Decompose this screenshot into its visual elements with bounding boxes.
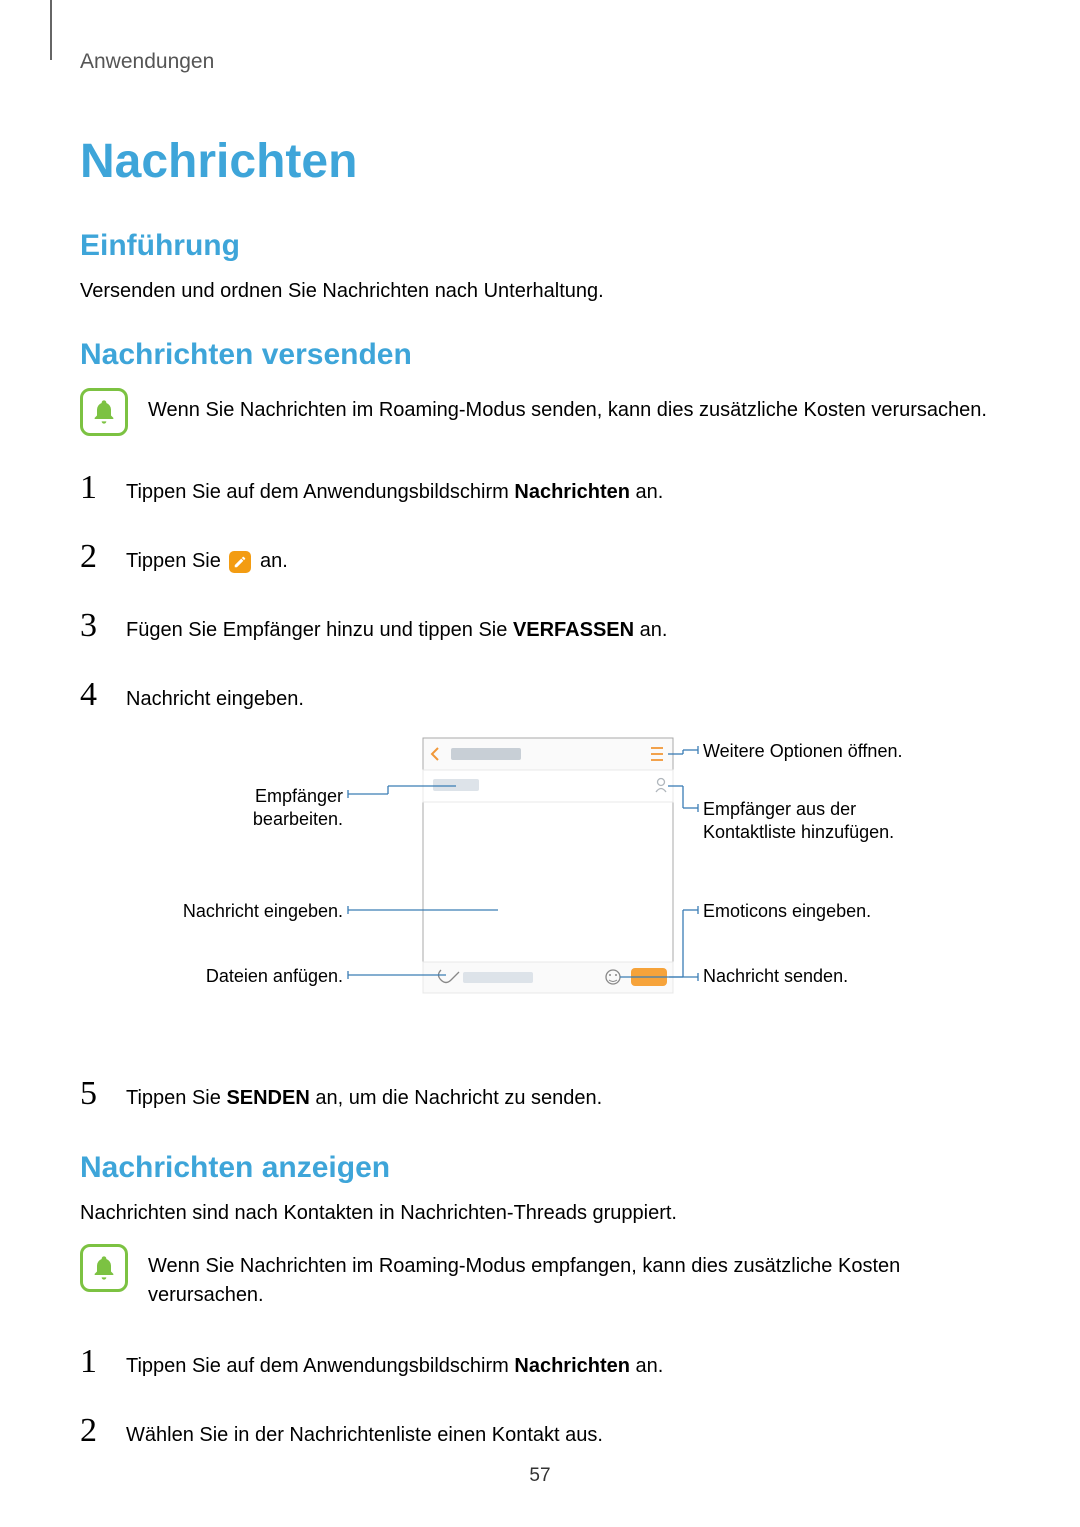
- step-2: Tippen Sie an.: [80, 531, 1000, 582]
- intro-text: Versenden und ordnen Sie Nachrichten nac…: [80, 277, 1000, 306]
- bell-icon: [80, 388, 128, 436]
- view-steps: Tippen Sie auf dem Anwendungsbildschirm …: [80, 1336, 1000, 1456]
- step-text: an.: [630, 481, 663, 503]
- step-1: Tippen Sie auf dem Anwendungsbildschirm …: [80, 1336, 1000, 1387]
- view-text: Nachrichten sind nach Kontakten in Nachr…: [80, 1199, 1000, 1228]
- page-content: Anwendungen Nachrichten Einführung Verse…: [0, 0, 1080, 1516]
- message-compose-diagram: Empfänger bearbeiten. Nachricht eingeben…: [163, 730, 963, 1030]
- step-text: Wählen Sie in der Nachrichtenliste einen…: [126, 1424, 603, 1446]
- step-bold: SENDEN: [226, 1087, 309, 1109]
- step-bold: Nachrichten: [514, 1355, 630, 1377]
- step-4: Nachricht eingeben. Empfänger bearbeiten…: [80, 669, 1000, 1050]
- note-roaming-receive: Wenn Sie Nachrichten im Roaming-Modus em…: [80, 1244, 1000, 1310]
- step-text: an, um die Nachricht zu senden.: [310, 1087, 602, 1109]
- page-title: Nachrichten: [80, 134, 1000, 189]
- step-2: Wählen Sie in der Nachrichtenliste einen…: [80, 1405, 1000, 1456]
- diagram-svg: [163, 730, 963, 1030]
- step-bold: Nachrichten: [514, 481, 630, 503]
- bell-icon: [80, 1244, 128, 1292]
- step-bold: VERFASSEN: [513, 619, 634, 641]
- send-steps: Tippen Sie auf dem Anwendungsbildschirm …: [80, 462, 1000, 1119]
- note-text: Wenn Sie Nachrichten im Roaming-Modus em…: [148, 1244, 1000, 1310]
- step-text: an.: [254, 550, 287, 572]
- step-3: Fügen Sie Empfänger hinzu und tippen Sie…: [80, 600, 1000, 651]
- step-text: Tippen Sie: [126, 1087, 226, 1109]
- step-text: Nachricht eingeben.: [126, 688, 304, 710]
- step-text: Fügen Sie Empfänger hinzu und tippen Sie: [126, 619, 513, 641]
- step-5: Tippen Sie SENDEN an, um die Nachricht z…: [80, 1068, 1000, 1119]
- step-text: an.: [634, 619, 667, 641]
- note-text: Wenn Sie Nachrichten im Roaming-Modus se…: [148, 388, 987, 425]
- breadcrumb: Anwendungen: [80, 50, 1000, 74]
- step-text: an.: [630, 1355, 663, 1377]
- step-1: Tippen Sie auf dem Anwendungsbildschirm …: [80, 462, 1000, 513]
- note-roaming-send: Wenn Sie Nachrichten im Roaming-Modus se…: [80, 388, 1000, 436]
- step-text: Tippen Sie auf dem Anwendungsbildschirm: [126, 1355, 514, 1377]
- section-view-heading: Nachrichten anzeigen: [80, 1151, 1000, 1185]
- step-text: Tippen Sie: [126, 550, 226, 572]
- compose-icon: [229, 551, 251, 573]
- section-send-heading: Nachrichten versenden: [80, 338, 1000, 372]
- section-intro-heading: Einführung: [80, 229, 1000, 263]
- step-text: Tippen Sie auf dem Anwendungsbildschirm: [126, 481, 514, 503]
- page-number: 57: [0, 1465, 1080, 1487]
